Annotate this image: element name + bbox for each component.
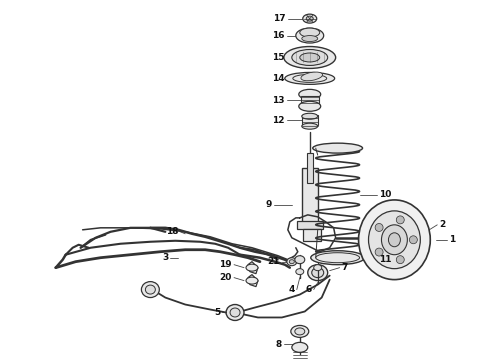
Ellipse shape <box>292 50 328 66</box>
Ellipse shape <box>295 256 305 264</box>
Ellipse shape <box>289 260 294 264</box>
Ellipse shape <box>308 265 328 280</box>
Text: 3: 3 <box>162 253 168 262</box>
Ellipse shape <box>306 16 313 21</box>
Circle shape <box>396 216 404 224</box>
Text: 20: 20 <box>220 273 232 282</box>
Text: 2: 2 <box>439 220 445 229</box>
Ellipse shape <box>368 211 420 269</box>
Circle shape <box>375 224 383 231</box>
Ellipse shape <box>389 233 400 247</box>
Ellipse shape <box>300 28 319 37</box>
Ellipse shape <box>299 101 321 111</box>
Ellipse shape <box>301 72 322 81</box>
Text: 18: 18 <box>166 227 178 236</box>
Bar <box>302 167 318 222</box>
Bar <box>303 229 321 241</box>
Text: 10: 10 <box>379 190 392 199</box>
Text: 13: 13 <box>272 96 285 105</box>
Text: 21: 21 <box>268 257 280 266</box>
Ellipse shape <box>246 264 258 271</box>
Text: 11: 11 <box>379 255 392 264</box>
Text: 15: 15 <box>272 53 285 62</box>
Text: 4: 4 <box>289 285 295 294</box>
Text: 8: 8 <box>275 340 282 349</box>
Ellipse shape <box>299 89 321 99</box>
Bar <box>307 153 313 183</box>
Ellipse shape <box>226 305 244 320</box>
Ellipse shape <box>142 282 159 298</box>
Ellipse shape <box>302 113 318 119</box>
Text: 12: 12 <box>272 116 285 125</box>
Bar <box>297 221 323 229</box>
Text: 7: 7 <box>342 263 348 272</box>
Ellipse shape <box>230 308 240 317</box>
Ellipse shape <box>296 269 304 275</box>
Ellipse shape <box>313 143 363 153</box>
Text: 5: 5 <box>214 308 220 317</box>
Text: 14: 14 <box>272 74 285 83</box>
Circle shape <box>396 256 404 264</box>
Ellipse shape <box>287 258 297 266</box>
Text: 19: 19 <box>220 260 232 269</box>
Ellipse shape <box>300 53 319 62</box>
Ellipse shape <box>302 123 318 129</box>
Ellipse shape <box>382 225 407 255</box>
Ellipse shape <box>246 277 258 284</box>
Ellipse shape <box>284 46 336 68</box>
Bar <box>302 115 318 125</box>
Bar <box>301 96 318 104</box>
Ellipse shape <box>296 28 324 43</box>
Ellipse shape <box>359 200 430 280</box>
Text: 16: 16 <box>272 31 285 40</box>
Text: 17: 17 <box>273 14 286 23</box>
Circle shape <box>375 248 383 256</box>
Ellipse shape <box>302 36 318 41</box>
Ellipse shape <box>146 285 155 294</box>
Text: 9: 9 <box>266 201 272 210</box>
Ellipse shape <box>303 14 317 23</box>
Text: 6: 6 <box>305 285 312 294</box>
Ellipse shape <box>291 325 309 337</box>
Circle shape <box>409 236 417 244</box>
Ellipse shape <box>295 328 305 335</box>
Ellipse shape <box>292 342 308 352</box>
Ellipse shape <box>314 265 322 271</box>
Ellipse shape <box>312 268 324 278</box>
Ellipse shape <box>311 251 365 265</box>
Text: 1: 1 <box>449 235 456 244</box>
Ellipse shape <box>285 72 335 84</box>
